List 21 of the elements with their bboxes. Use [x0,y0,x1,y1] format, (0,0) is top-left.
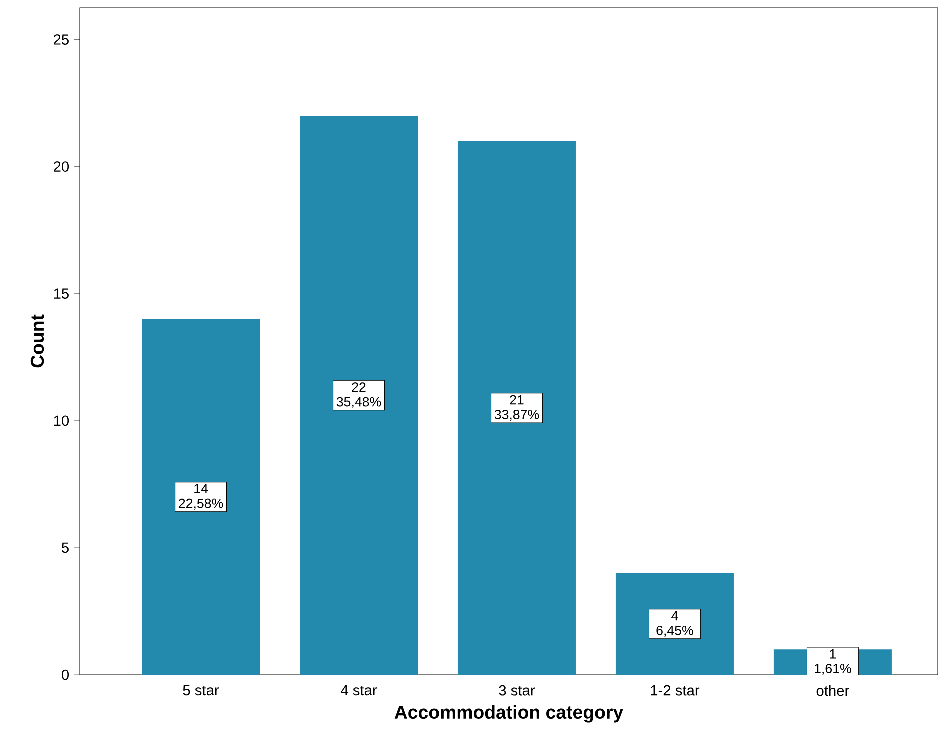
x-tick-label: 3 star [499,685,536,696]
y-axis-title: Count [30,314,44,368]
y-tick-label: 0 [62,670,70,680]
y-tick-label: 25 [54,34,69,45]
data-label: 1 1,61% [815,650,852,676]
y-tick-label: 20 [54,162,70,172]
bar [458,141,576,675]
x-axis-title: Accommodation category [394,705,624,723]
x-tick-label: 4 star [340,685,378,696]
x-tick-label: 5 star [183,685,220,696]
y-tick-label: 10 [54,416,70,426]
data-label: 21 33,87% [494,395,540,422]
y-tick-label: 5 [62,542,69,554]
data-label: 22 35,48% [336,382,382,408]
bar [300,116,418,675]
x-tick-label: other [816,685,850,696]
data-label: 14 22,58% [179,484,224,510]
x-tick-label: 1-2 star [651,685,700,696]
y-tick-label: 15 [54,288,69,299]
bar [142,319,260,675]
data-label: 4 6,45% [656,611,694,637]
